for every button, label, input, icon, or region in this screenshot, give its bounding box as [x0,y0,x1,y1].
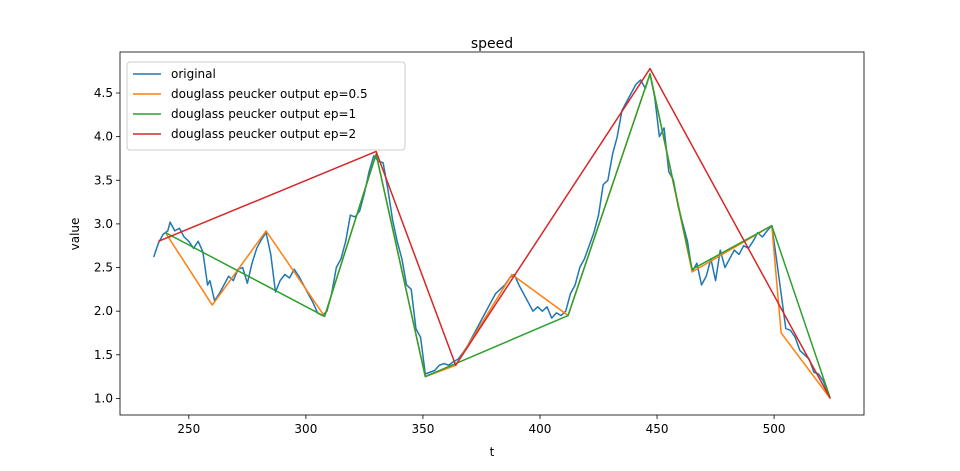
y-tick-label: 2.5 [94,261,113,275]
y-tick-label: 1.0 [94,391,113,405]
y-tick-label: 2.0 [94,304,113,318]
x-tick-label: 300 [294,422,317,436]
y-axis-label: value [68,218,82,251]
legend-label: douglass peucker output ep=0.5 [171,87,368,101]
x-tick-label: 400 [529,422,552,436]
legend-label: douglass peucker output ep=1 [171,107,356,121]
y-tick-label: 4.0 [94,130,113,144]
x-tick-label: 450 [646,422,669,436]
y-tick-label: 1.5 [94,348,113,362]
legend-label: original [171,67,216,81]
legend-box [126,61,406,151]
series-line [152,73,831,399]
plot-frame [119,51,865,416]
y-tick-label: 4.5 [94,86,113,100]
chart-title: speed [471,36,513,52]
x-tick-label: 250 [177,422,200,436]
series-line [165,73,832,399]
series-line [158,67,831,399]
y-tick-label: 3.0 [94,217,113,231]
x-tick-label: 500 [763,422,786,436]
legend-label: douglass peucker output ep=2 [171,127,356,141]
x-tick-label: 350 [411,422,434,436]
x-axis-label: t [490,445,495,459]
y-tick-label: 3.5 [94,173,113,187]
